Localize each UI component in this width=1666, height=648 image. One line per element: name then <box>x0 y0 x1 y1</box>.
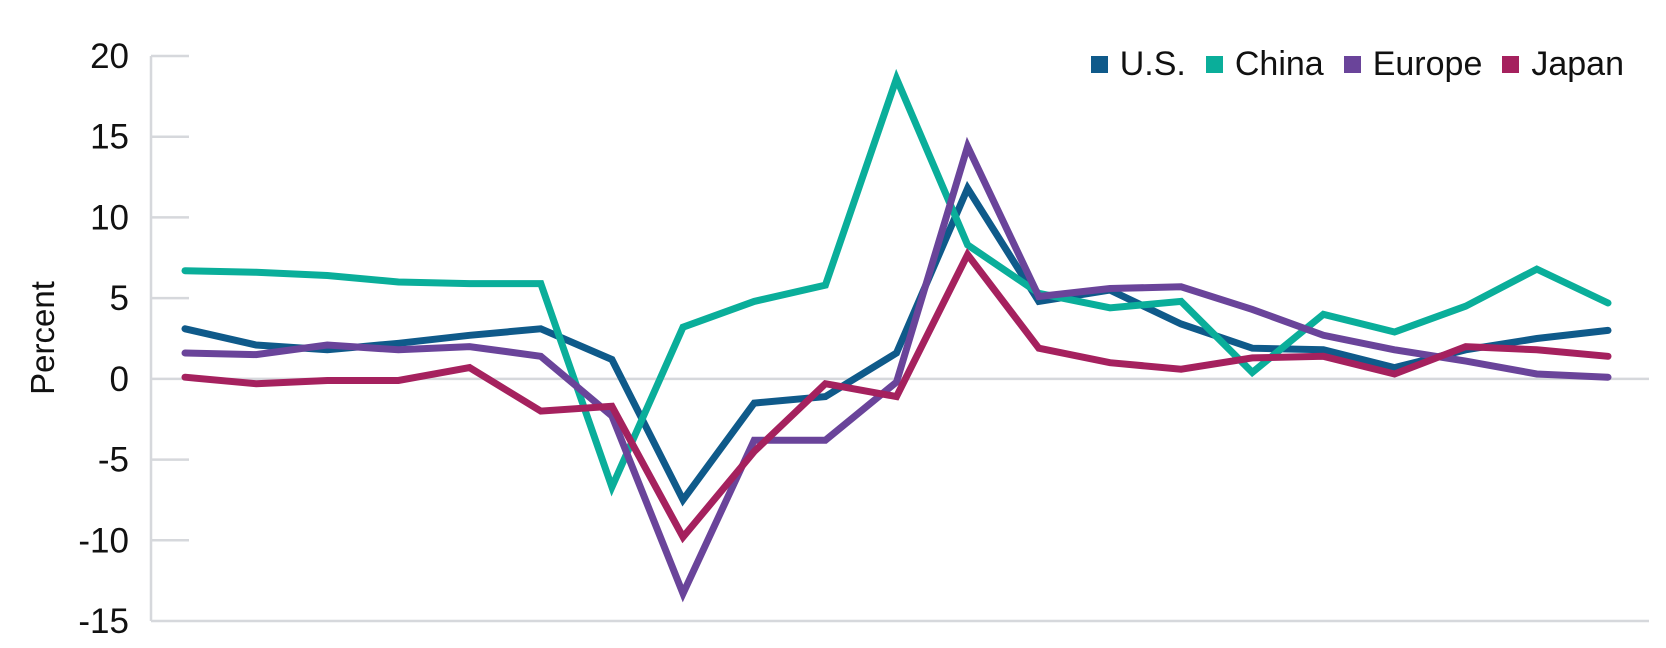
legend-swatch-us <box>1090 55 1108 73</box>
legend: U.S. China Europe Japan <box>1071 44 1624 84</box>
y-tick-label: 0 <box>110 360 129 399</box>
series-line-japan <box>181 248 1612 544</box>
series-line-china <box>181 68 1612 497</box>
series-line-us <box>181 180 1612 507</box>
legend-swatch-china <box>1205 55 1223 73</box>
legend-item-us[interactable]: U.S. <box>1090 44 1186 84</box>
y-tick-label: -15 <box>78 602 129 641</box>
y-axis: 20 15 10 5 0 -5 -10 -15 <box>78 37 129 641</box>
legend-item-japan[interactable]: Japan <box>1502 44 1624 84</box>
y-tick-label: 5 <box>110 279 129 318</box>
y-tick-label: 15 <box>90 118 129 157</box>
legend-swatch-japan <box>1502 55 1520 73</box>
legend-label: U.S. <box>1119 45 1186 83</box>
y-tick-label: 20 <box>90 37 129 76</box>
series-line-europe <box>181 136 1612 603</box>
legend-label: China <box>1234 45 1324 83</box>
y-tick-label: -5 <box>98 441 129 480</box>
y-tick-label: -10 <box>78 521 129 560</box>
legend-label: Europe <box>1372 45 1483 83</box>
y-axis-title: Percent <box>24 281 61 395</box>
legend-swatch-europe <box>1343 55 1361 73</box>
legend-item-europe[interactable]: Europe <box>1343 44 1483 84</box>
y-tick-label: 10 <box>90 198 129 237</box>
legend-label: Japan <box>1531 45 1624 83</box>
series-lines <box>181 68 1612 603</box>
legend-item-china[interactable]: China <box>1205 44 1324 84</box>
